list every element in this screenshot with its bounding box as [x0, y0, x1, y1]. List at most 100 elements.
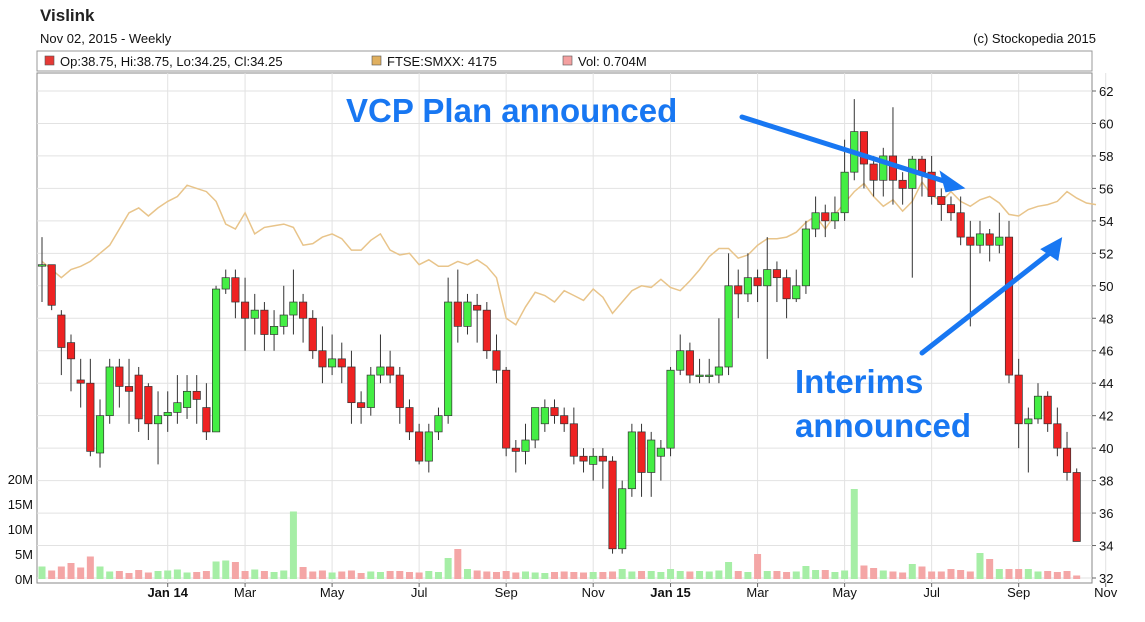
volume-tick-label: 10M — [8, 522, 33, 537]
price-tick-label: 58 — [1099, 149, 1113, 164]
volume-bar — [463, 569, 471, 579]
candle-body — [656, 447, 665, 457]
time-axis: Jan 14 Mar May Jul Sep Nov Jan 15 Mar May Jul Sep N… — [147, 583, 1118, 600]
candle-body — [95, 415, 105, 454]
candle-body — [695, 374, 704, 377]
candle-body — [743, 277, 752, 295]
volume-bar — [386, 571, 394, 579]
candle-body — [589, 455, 598, 465]
candle-body — [366, 374, 375, 408]
candle-body — [134, 374, 143, 420]
annotation-arrow-shaft — [739, 114, 954, 186]
candle-body — [289, 301, 298, 316]
volume-bar — [48, 570, 56, 579]
plot-area — [36, 72, 1093, 584]
candle-body — [183, 390, 192, 408]
candle-body — [241, 301, 250, 319]
volume-bar — [899, 572, 907, 579]
price-tick-label: 34 — [1099, 539, 1113, 554]
candle-body — [1053, 423, 1062, 449]
ftse-smxx-line — [41, 180, 1097, 326]
candle-body — [47, 264, 56, 306]
candle-body — [511, 447, 520, 452]
volume-bar — [763, 571, 771, 579]
candle-body — [782, 277, 791, 300]
volume-bar — [164, 570, 172, 579]
candle-body — [270, 326, 279, 335]
candle-body — [192, 390, 201, 400]
candle-body — [840, 171, 849, 214]
candle-body — [927, 171, 936, 197]
candle-body — [124, 386, 134, 392]
candle-body — [405, 407, 414, 433]
candle-body — [66, 342, 76, 360]
volume-bar — [976, 553, 984, 579]
volume-bar — [57, 566, 65, 579]
volume-bar — [821, 570, 829, 579]
time-tick-label: May — [832, 585, 857, 600]
candle-body — [869, 163, 878, 181]
price-axis: 32 34 36 38 40 42 44 46 48 50 52 54 56 58 60 62 — [1092, 84, 1113, 586]
volume-bar — [193, 572, 201, 579]
volume-bar — [734, 571, 742, 579]
volume-bar — [570, 572, 578, 579]
volume-bar — [367, 571, 375, 579]
time-tick-label: Nov — [582, 585, 606, 600]
volume-bar — [995, 569, 1003, 579]
volume-bar — [1024, 569, 1032, 579]
volume-bar — [667, 569, 675, 579]
price-tick-label: 44 — [1099, 376, 1113, 391]
candle-body — [434, 415, 443, 433]
time-tick-label: Sep — [1007, 585, 1030, 600]
price-tick-label: 32 — [1099, 571, 1113, 586]
volume-bar — [560, 571, 568, 579]
candle-body — [337, 358, 346, 368]
candle-body — [753, 277, 762, 287]
volume-bar — [96, 566, 104, 579]
volume-bar — [309, 571, 317, 579]
candle-body — [714, 366, 723, 376]
volume-bar — [512, 572, 520, 579]
volume-bar — [647, 571, 655, 579]
candle-body — [163, 412, 172, 417]
candle-body — [821, 212, 830, 222]
volume-bar — [425, 571, 433, 579]
candle-body — [521, 439, 530, 452]
candle-body — [299, 301, 308, 319]
candle-body — [647, 439, 656, 473]
candle-body — [975, 233, 985, 246]
volume-bar — [986, 559, 994, 579]
candle-body — [57, 314, 66, 348]
volume-bar — [241, 571, 249, 579]
candle-body — [859, 131, 869, 165]
price-tick-label: 48 — [1099, 311, 1113, 326]
volume-bar — [889, 571, 897, 579]
candle-body — [540, 407, 549, 425]
legend: Op:38.75, Hi:38.75, Lo:34.25, Cl:34.25 FT… — [36, 50, 1093, 72]
chart-title: Vislink — [40, 6, 95, 25]
candle-body — [627, 431, 636, 490]
candle-body — [115, 366, 124, 387]
volume-bar — [396, 571, 404, 579]
annotation-text: VCP Plan announced — [346, 92, 677, 129]
volume-bar — [376, 572, 384, 579]
volume-bar — [1005, 569, 1013, 579]
candle-body — [676, 350, 685, 371]
legend-label: Op:38.75, Hi:38.75, Lo:34.25, Cl:34.25 — [60, 54, 283, 69]
candle-body — [173, 402, 182, 413]
legend-swatch — [371, 55, 382, 66]
volume-bar — [357, 573, 365, 579]
candle-body — [221, 277, 230, 290]
volume-bar — [144, 572, 152, 579]
volume-bar — [202, 571, 210, 579]
legend-label: Vol: 0.704M — [578, 54, 647, 69]
volume-bar — [957, 570, 965, 579]
volume-bar — [870, 568, 878, 579]
volume-bar — [1053, 572, 1061, 579]
volume-bar — [1015, 569, 1023, 579]
time-tick-label: Sep — [495, 585, 518, 600]
volume-bar — [1034, 571, 1042, 579]
volume-bar — [328, 572, 336, 579]
candle-body — [376, 366, 385, 376]
